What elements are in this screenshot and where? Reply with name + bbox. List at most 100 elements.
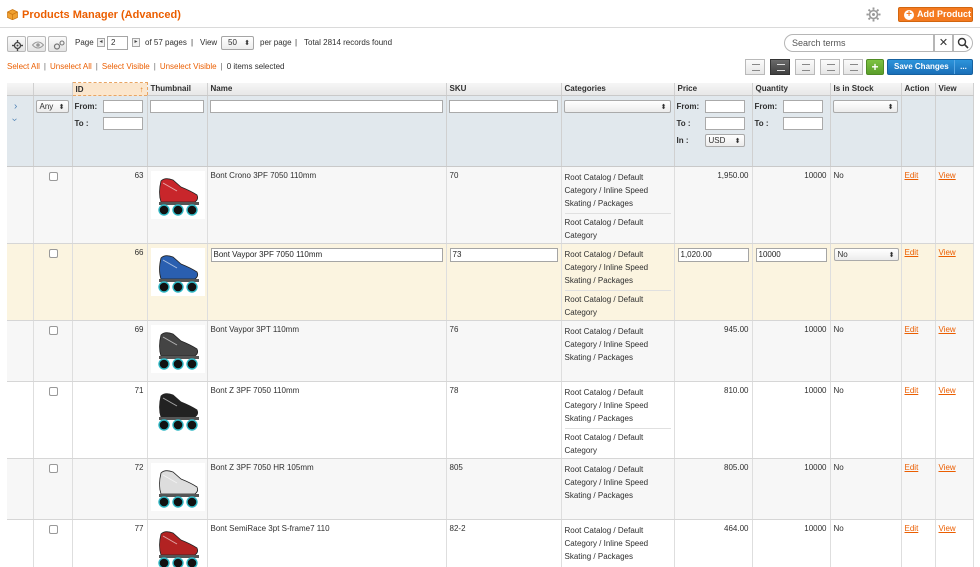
- col-name[interactable]: Name: [207, 82, 447, 96]
- row-checkbox[interactable]: [48, 249, 58, 258]
- price-to-input[interactable]: [704, 117, 745, 130]
- product-sku: 82-2: [449, 524, 466, 533]
- qty-cell: 10000: [752, 458, 831, 520]
- currency-select[interactable]: USD ⬍: [704, 134, 745, 147]
- col-categories[interactable]: Categories: [561, 82, 675, 96]
- list-view-button[interactable]: [770, 59, 790, 75]
- qty-cell[interactable]: 10000: [752, 243, 831, 321]
- gear-icon[interactable]: [866, 7, 881, 22]
- select-caret-icon: ⬍: [244, 40, 250, 47]
- add-row-button[interactable]: +: [866, 59, 884, 75]
- product-name: Bont Z 3PF 7050 110mm: [210, 386, 300, 395]
- thumbnail-filter-input[interactable]: [149, 100, 204, 113]
- view-link[interactable]: View: [938, 325, 956, 334]
- columns-settings-button[interactable]: [48, 36, 67, 52]
- edit-link[interactable]: Edit: [904, 325, 919, 334]
- view-cell: View: [935, 243, 974, 321]
- col-sku[interactable]: SKU: [446, 82, 562, 96]
- edit-link[interactable]: Edit: [904, 248, 919, 257]
- col-price[interactable]: Price: [674, 82, 753, 96]
- table-row[interactable]: 77 Bont SemiRace 3pt S-frame7 110 82-2 R…: [7, 519, 974, 567]
- save-options-button[interactable]: ...: [954, 60, 972, 74]
- select-all-link[interactable]: Select All: [7, 62, 40, 71]
- any-select[interactable]: Any ⬍: [35, 100, 69, 113]
- page-input[interactable]: 2: [107, 36, 128, 50]
- chevron-right-icon[interactable]: ›: [14, 101, 18, 112]
- detail-view-button[interactable]: [820, 59, 840, 75]
- col-action: Action: [901, 82, 936, 96]
- name-filter-input[interactable]: [209, 100, 443, 113]
- row-checkbox[interactable]: [48, 326, 58, 335]
- product-id: 63: [72, 166, 148, 244]
- copy-button[interactable]: [843, 59, 863, 75]
- view-link[interactable]: View: [938, 524, 956, 533]
- view-link[interactable]: View: [938, 463, 956, 472]
- price-cell[interactable]: 1,020.00: [674, 243, 753, 321]
- name-cell[interactable]: Bont Vaypor 3PF 7050 110mm: [207, 243, 447, 321]
- edit-link[interactable]: Edit: [904, 171, 919, 180]
- mass-actions: Select All | Unselect All | Select Visible | U…: [7, 62, 285, 74]
- per-page-select[interactable]: 50 ⬍: [221, 36, 254, 50]
- in-stock-cell[interactable]: No ⬍: [830, 243, 902, 321]
- price-cell: 464.00: [674, 519, 753, 567]
- table-row[interactable]: 72 Bont Z 3PF 7050 HR 105mm 805 Root Cat…: [7, 458, 974, 520]
- table-row[interactable]: 69 Bont Vaypor 3PT 110mm 76 Root Catalog…: [7, 320, 974, 382]
- sku-filter-input[interactable]: [448, 100, 558, 113]
- price-edit-input[interactable]: 1,020.00: [677, 248, 749, 262]
- next-page-button[interactable]: ▸: [132, 38, 140, 47]
- thumbnail-cell: [147, 381, 208, 459]
- select-visible-link[interactable]: Select Visible: [101, 62, 150, 71]
- chevron-down-icon[interactable]: ›: [9, 118, 20, 122]
- col-thumbnail[interactable]: Thumbnail: [147, 82, 208, 96]
- table-row[interactable]: 71 Bont Z 3PF 7050 110mm 78 Root Catalog…: [7, 381, 974, 459]
- close-icon: ✕: [938, 37, 949, 49]
- edit-link[interactable]: Edit: [904, 463, 919, 472]
- unselect-all-link[interactable]: Unselect All: [49, 62, 92, 71]
- qty-from-input[interactable]: [782, 100, 823, 113]
- view-link[interactable]: View: [938, 171, 956, 180]
- price-from-input[interactable]: [704, 100, 745, 113]
- qty-edit-input[interactable]: 10000: [755, 248, 827, 262]
- add-product-button[interactable]: + Add Product: [898, 7, 973, 22]
- search-input[interactable]: Search terms: [784, 34, 934, 52]
- filter-toggle[interactable]: › ›: [7, 95, 34, 167]
- sku-cell[interactable]: 73: [446, 243, 562, 321]
- col-id[interactable]: ID ↑: [71, 82, 148, 96]
- row-select: [33, 166, 73, 244]
- qty-from-label: From:: [754, 102, 778, 111]
- prev-page-button[interactable]: ◂: [97, 38, 105, 47]
- edit-link[interactable]: Edit: [904, 386, 919, 395]
- col-in-stock[interactable]: Is in Stock: [830, 82, 902, 96]
- filter-select: Any ⬍: [33, 95, 73, 167]
- table-row[interactable]: 63 Bont Crono 3PF 7050 110mm 70 Root Cat…: [7, 166, 974, 244]
- in-stock-cell: No: [830, 381, 902, 459]
- row-checkbox[interactable]: [48, 387, 58, 396]
- row-checkbox[interactable]: [48, 172, 58, 181]
- view-link[interactable]: View: [938, 386, 956, 395]
- view-link[interactable]: View: [938, 248, 956, 257]
- grid-view-button[interactable]: [745, 59, 765, 75]
- in-stock-edit-select[interactable]: No ⬍: [833, 248, 899, 261]
- row-checkbox[interactable]: [48, 525, 58, 534]
- table-row[interactable]: 66 Bont Vaypor 3PF 7050 110mm 73 Root Ca…: [7, 243, 974, 321]
- compact-view-button[interactable]: [795, 59, 815, 75]
- settings-button[interactable]: [7, 36, 26, 52]
- clear-search-button[interactable]: ✕: [934, 34, 953, 52]
- id-from-input[interactable]: [102, 100, 143, 113]
- unselect-visible-link[interactable]: Unselect Visible: [159, 62, 217, 71]
- qty-to-input[interactable]: [782, 117, 823, 130]
- row-checkbox[interactable]: [48, 464, 58, 473]
- search-button[interactable]: [953, 34, 973, 52]
- box-icon: [7, 9, 18, 20]
- pager-toolbar: Page ◂ 2 ▸ of 57 pages | View 50 ⬍ per p…: [0, 34, 980, 54]
- visibility-button[interactable]: [27, 36, 46, 52]
- name-edit-input[interactable]: Bont Vaypor 3PF 7050 110mm: [210, 248, 443, 262]
- sku-edit-input[interactable]: 73: [449, 248, 558, 262]
- col-quantity[interactable]: Quantity: [752, 82, 831, 96]
- in-stock-filter-select[interactable]: ⬍: [832, 100, 898, 113]
- id-to-input[interactable]: [102, 117, 143, 130]
- categories-filter-select[interactable]: ⬍: [563, 100, 671, 113]
- sku-cell: 82-2: [446, 519, 562, 567]
- save-changes-button[interactable]: Save Changes ...: [887, 59, 973, 75]
- edit-link[interactable]: Edit: [904, 524, 919, 533]
